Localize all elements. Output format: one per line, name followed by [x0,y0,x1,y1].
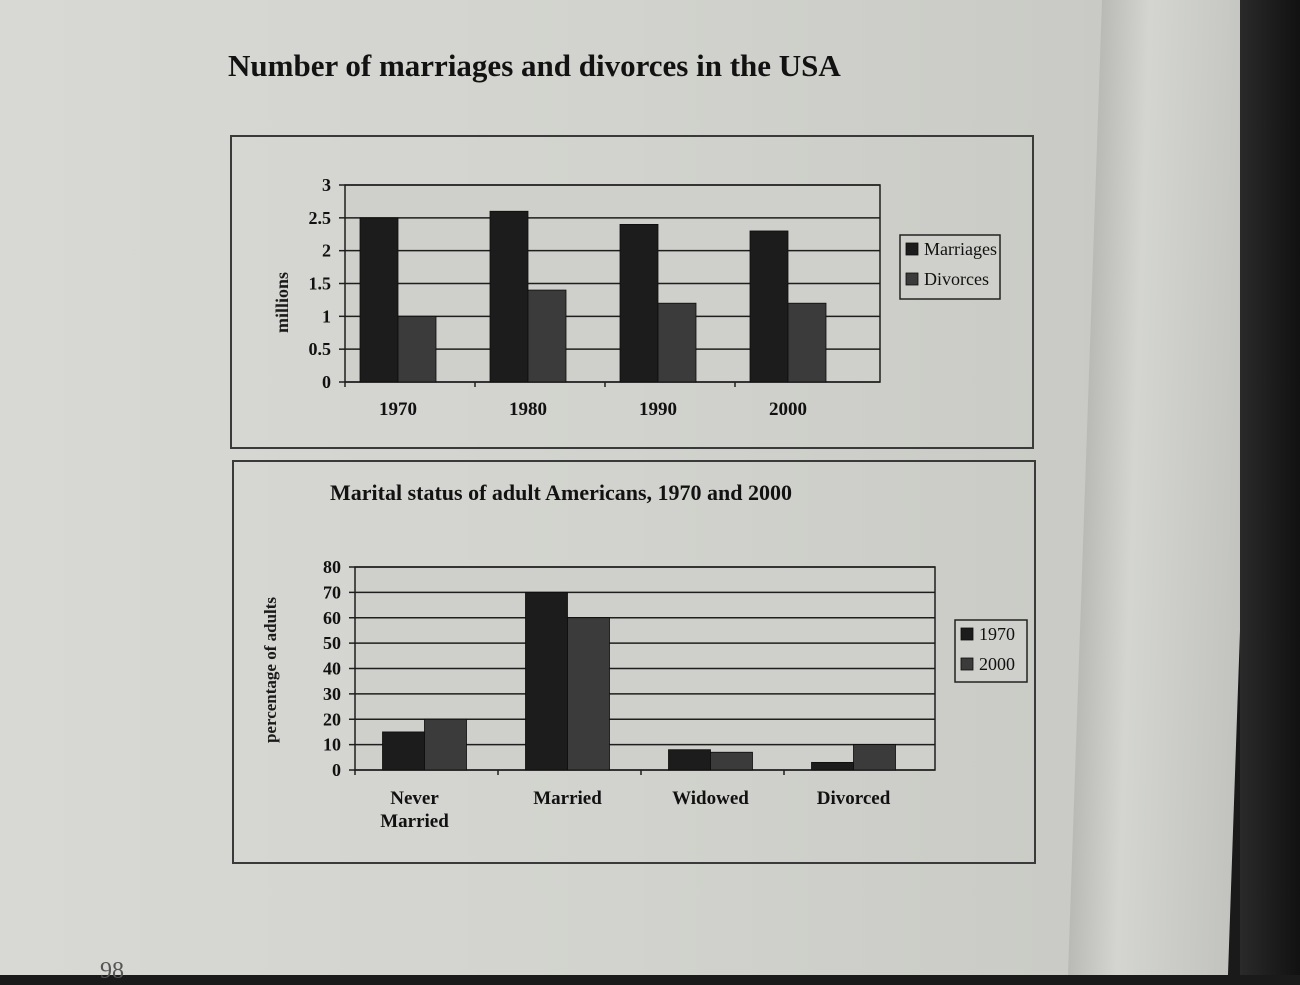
chart1-y-tick-label: 1.5 [309,274,332,294]
chart2-x-tick-label: Married [533,788,602,809]
chart2-legend-label: 1970 [979,624,1015,644]
chart1-bar-marriages [619,223,659,383]
chart2-x-tick-label: Divorced [817,788,891,809]
chart1-bar-divorces [397,315,437,383]
book-page [0,0,1105,975]
chart1-x-tick-label: 1980 [509,399,547,420]
chart1-frame [230,135,1034,449]
chart1-bar-marriages [489,210,529,383]
chart2-y-tick-label: 50 [323,633,341,653]
chart1-legend-label: Divorces [924,269,989,289]
chart1-x-tick-label: 2000 [769,399,807,420]
background-dark [1240,0,1300,975]
chart2-legend-swatch [960,657,974,671]
chart2-bar-2000 [710,751,753,771]
chart1-bar-marriages [359,217,399,383]
chart2-bar-1970 [382,731,425,771]
chart1-x-tick-label: 1990 [639,399,677,420]
chart2-x-tick-label: Never Married [380,788,449,832]
chart1-y-tick-label: 1 [322,306,331,326]
chart1-legend-swatch [905,242,919,256]
chart2-bar-1970 [811,761,854,771]
chart2-y-tick-label: 40 [323,659,341,679]
chart2-y-tick-label: 0 [332,760,341,780]
chart2-y-tick-label: 20 [323,709,341,729]
chart2-y-tick-label: 80 [323,557,341,577]
chart1-bar-divorces [657,302,697,383]
chart1-y-tick-label: 3 [322,175,331,195]
chart2-x-tick-label: Widowed [672,788,749,809]
chart1-x-tick-label: 1970 [379,399,417,420]
chart2-bar-2000 [424,718,467,771]
chart1-bar-divorces [527,289,567,383]
chart2-frame [232,460,1036,864]
chart2-bar-2000 [567,617,610,771]
chart2-bar-2000 [853,744,896,771]
chart2-y-tick-label: 30 [323,684,341,704]
chart1-y-tick-label: 2.5 [309,208,332,228]
chart2-bar-1970 [525,591,568,771]
chart1-title: Number of marriages and divorces in the … [228,48,841,83]
chart1-bar-divorces [787,302,827,383]
chart2-y-tick-label: 60 [323,608,341,628]
chart1-bar-marriages [749,230,789,383]
chart2-y-tick-label: 10 [323,735,341,755]
chart1-y-tick-label: 0.5 [309,339,332,359]
chart2-legend-label: 2000 [979,654,1015,674]
chart2-title: Marital status of adult Americans, 1970 … [330,480,792,505]
chart1-legend-label: Marriages [924,239,997,259]
chart2-y-tick-label: 70 [323,582,341,602]
chart1-legend-swatch [905,272,919,286]
chart1-y-tick-label: 0 [322,372,331,392]
chart2-legend-swatch [960,627,974,641]
chart2-bar-1970 [668,749,711,771]
chart1-y-tick-label: 2 [322,241,331,261]
